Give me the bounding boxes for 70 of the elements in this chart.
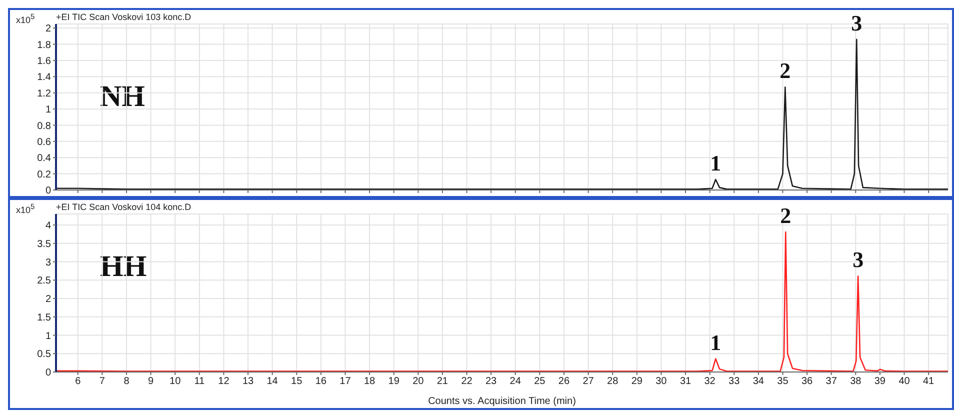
y-axis-title: x10$^{5}$	[16, 12, 35, 25]
x-tick-label: 22	[461, 376, 473, 388]
y-tick-label: 1.6	[37, 56, 52, 67]
x-tick-label: 41	[922, 376, 935, 388]
line-series	[56, 231, 948, 372]
annotation: 3	[852, 247, 864, 272]
x-tick-label: 19	[388, 376, 400, 388]
line-series	[56, 38, 948, 190]
y-tick-label: 2	[45, 294, 52, 306]
text: HH	[100, 250, 147, 284]
x-tick-label: 9	[148, 376, 154, 388]
y-tick-label: 3	[45, 257, 52, 268]
y-tick-label: 1.2	[37, 88, 52, 100]
x-tick-label: 33	[728, 376, 740, 388]
y-tick-label: 0.6	[37, 136, 52, 148]
y-tick-label: 0.8	[37, 120, 52, 132]
x-tick-label: 16	[315, 376, 327, 388]
x-tick-label: 24	[510, 376, 522, 388]
x-tick-label: 38	[850, 376, 862, 388]
x-tick-label: 36	[801, 376, 814, 388]
y-tick-label: 4	[45, 220, 52, 232]
x-tick-label: 34	[752, 376, 764, 388]
chart-subtitle: +EI TIC Scan Voskovi 103 konc.D	[56, 12, 192, 22]
annotation: 3	[851, 10, 862, 36]
y-tick-label: 0.2	[37, 169, 52, 180]
y-tick-label: 1.5	[37, 312, 52, 324]
y-tick-label: 1.4	[37, 72, 52, 84]
x-tick-label: 25	[534, 376, 546, 388]
chart-subtitle: +EI TIC Scan Voskovi 104 konc.D	[56, 202, 192, 212]
x-tick-label: 7	[99, 376, 106, 388]
x-tick-label: 14	[266, 376, 278, 388]
x-tick-label: 31	[680, 376, 692, 388]
x-tick-label: 8	[124, 376, 130, 388]
y-tick-label: 2.5	[37, 276, 52, 287]
x-tick-label: 15	[291, 376, 303, 388]
x-tick-label: 29	[631, 376, 643, 388]
y-tick-label: 2	[45, 24, 52, 35]
y-tick-label: 0.5	[37, 349, 52, 360]
x-tick-label: 32	[704, 376, 716, 388]
x-tick-label: 21	[436, 376, 448, 388]
x-tick-label: 13	[242, 376, 254, 388]
y-axis-title: x10$^{5}$	[16, 202, 35, 215]
x-axis-title: Counts vs. Acquisition Time (min)	[428, 396, 576, 407]
y-tick-label: 1	[45, 330, 52, 342]
x-tick-label: 12	[218, 376, 230, 388]
annotation: 1	[710, 150, 722, 176]
x-tick-label: 28	[607, 376, 619, 388]
x-tick-label: 18	[364, 376, 376, 388]
y-tick-label: 0	[45, 368, 52, 379]
x-tick-label: 37	[826, 376, 838, 388]
x-tick-label: 17	[340, 376, 352, 388]
x-tick-label: 40	[898, 376, 910, 388]
x-tick-label: 30	[656, 376, 668, 388]
annotation: 1	[710, 330, 722, 355]
y-tick-label: 0	[45, 186, 52, 197]
annotation: 2	[780, 58, 791, 84]
x-tick-label: 10	[170, 376, 182, 388]
x-tick-label: 20	[412, 376, 424, 388]
y-tick-label: 0.4	[37, 153, 52, 164]
x-tick-label: 6	[75, 376, 82, 388]
y-tick-label: 3.5	[37, 238, 52, 250]
x-tick-label: 35	[777, 376, 789, 388]
x-tick-label: 39	[874, 376, 886, 388]
y-tick-label: 1	[45, 104, 52, 116]
annotation: 2	[780, 203, 792, 228]
x-tick-label: 23	[486, 376, 498, 388]
y-tick-label: 1.8	[37, 40, 52, 51]
x-tick-label: 26	[558, 376, 570, 388]
x-tick-label: 27	[582, 376, 594, 388]
x-tick-label: 11	[194, 376, 206, 388]
